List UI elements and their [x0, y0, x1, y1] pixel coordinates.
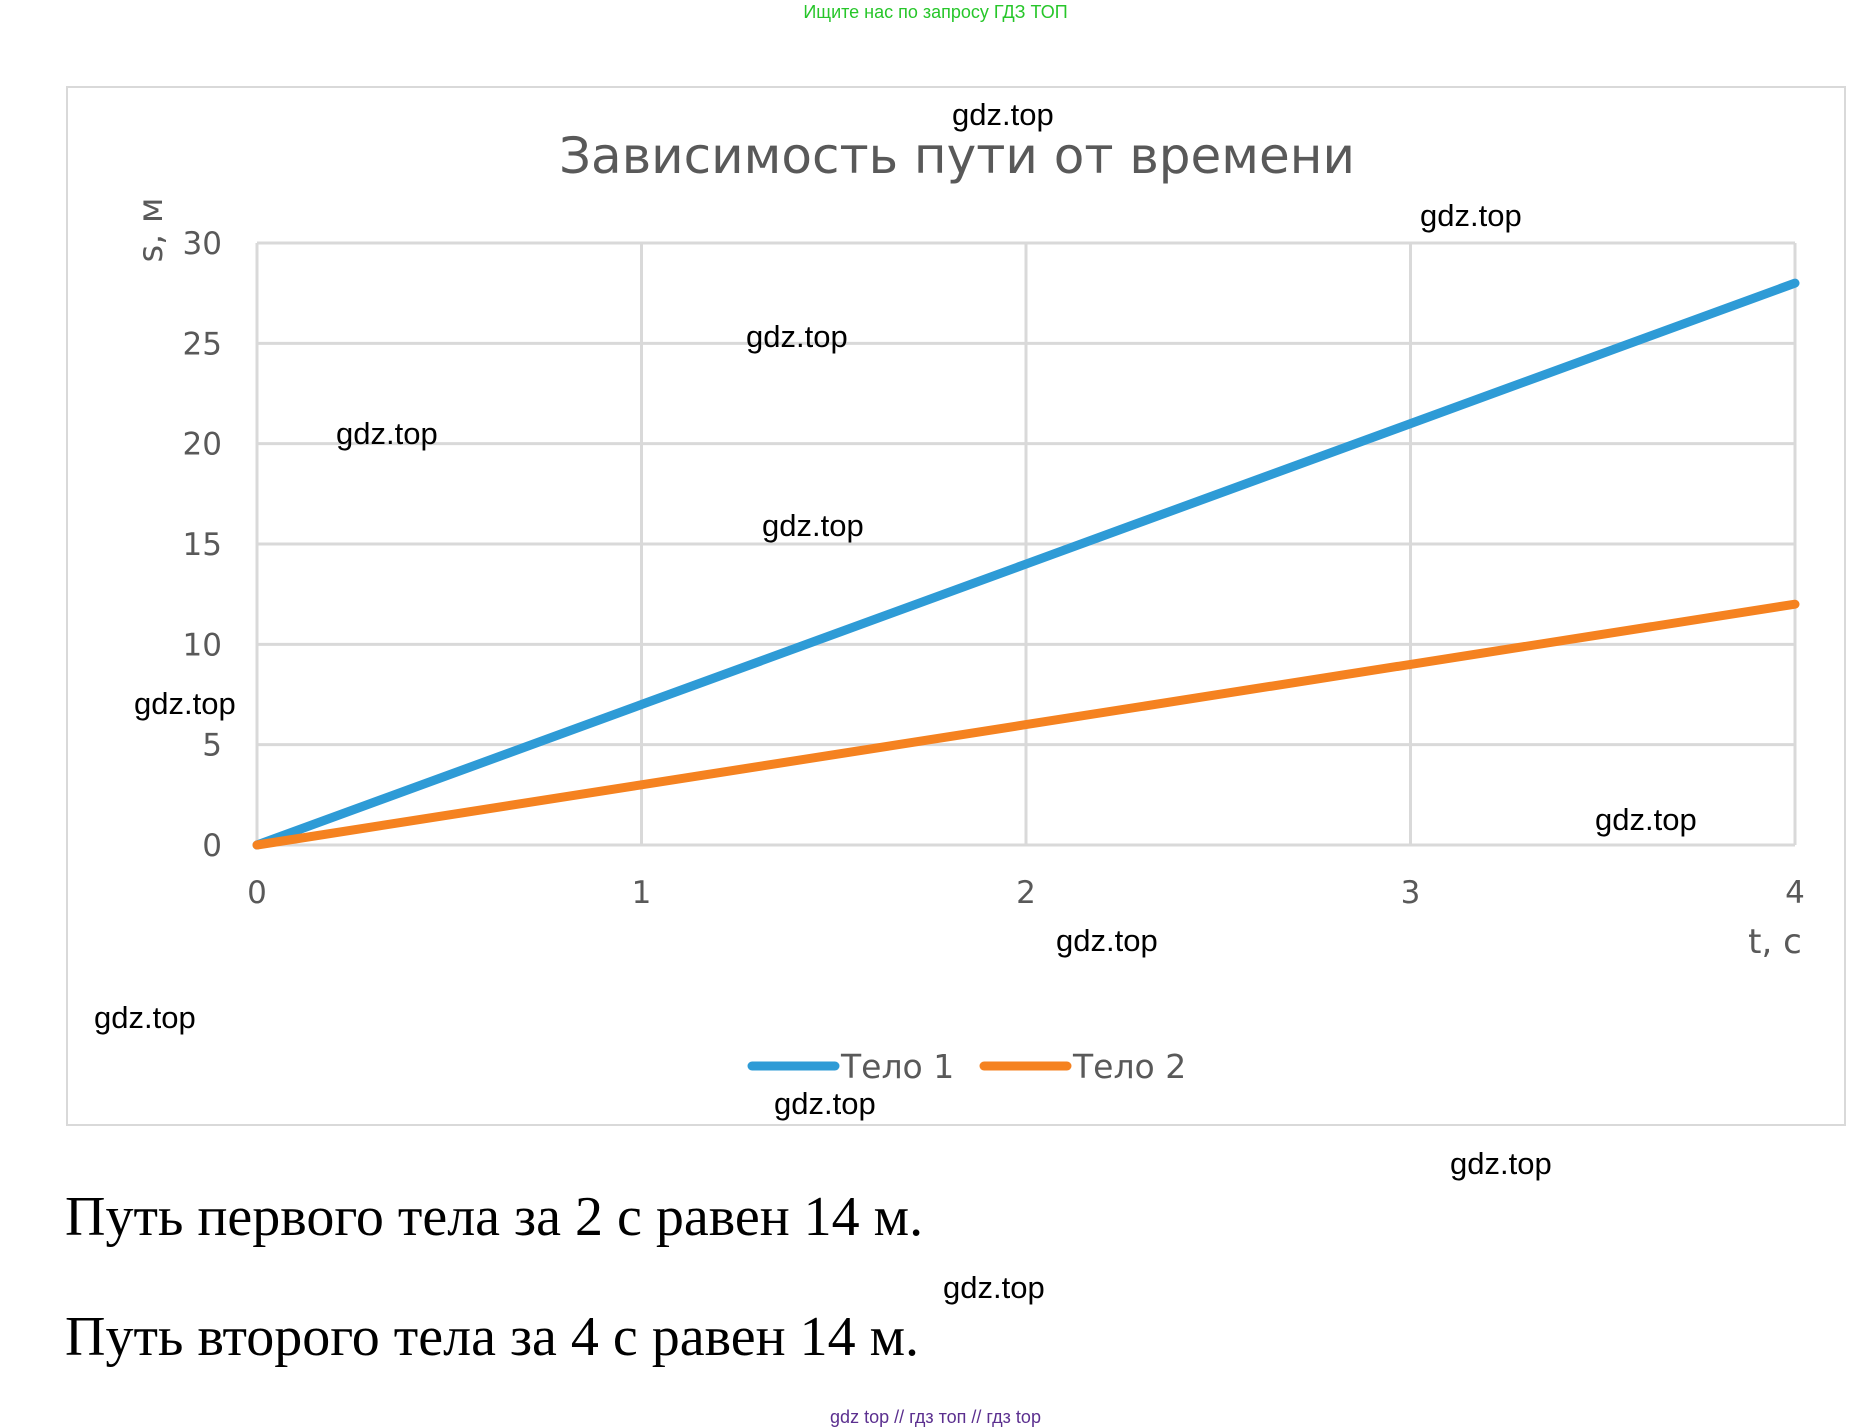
legend-label-1: Тело 1	[840, 1047, 954, 1086]
y-tick-label: 5	[202, 728, 222, 764]
watermark-text: gdz.top	[1595, 802, 1697, 837]
top-search-note: Ищите нас по запросу ГДЗ ТОП	[803, 2, 1068, 22]
watermark-text: gdz.top	[1420, 198, 1522, 233]
y-tick-label: 0	[202, 828, 222, 864]
watermark-text: gdz.top	[762, 508, 864, 543]
watermark-text: gdz.top	[1450, 1146, 1552, 1181]
x-tick-label: 4	[1785, 875, 1805, 911]
watermark-text: gdz.top	[746, 319, 848, 354]
chart-legend: Тело 1 Тело 2	[747, 1047, 1186, 1086]
y-tick-label: 10	[183, 627, 222, 663]
watermark-text: gdz.top	[1056, 923, 1158, 958]
footer-note: gdz top // гдз топ // гдз top	[830, 1407, 1041, 1427]
chart-title: Зависимость пути от времени	[559, 127, 1355, 185]
y-tick-label: 30	[183, 226, 222, 262]
x-tick-label: 3	[1401, 875, 1421, 911]
watermark-text: gdz.top	[94, 1000, 196, 1035]
y-tick-label: 20	[183, 427, 222, 463]
series-line-1	[252, 278, 1800, 850]
chart-frame	[66, 86, 1846, 1126]
x-tick-label: 1	[632, 875, 652, 911]
watermark-text: gdz.top	[336, 416, 438, 451]
chart-series	[252, 278, 1800, 850]
x-tick-label: 2	[1016, 875, 1036, 911]
x-tick-label: 0	[247, 875, 267, 911]
watermark-text: gdz.top	[134, 686, 236, 721]
statement-first-body: Путь первого тела за 2 с равен 14 м.	[65, 1186, 924, 1248]
y-tick-label: 15	[183, 527, 222, 563]
chart-grid	[255, 241, 1797, 847]
y-tick-label: 25	[183, 326, 222, 362]
chart-watermarks: gdz.top gdz.top gdz.top gdz.top gdz.top gdz.t…	[94, 97, 1697, 1121]
statement-second-body: Путь второго тела за 4 с равен 14 м.	[65, 1306, 919, 1368]
watermark-text: gdz.top	[943, 1270, 1045, 1305]
legend-label-2: Тело 2	[1072, 1047, 1186, 1086]
series-line-2	[252, 599, 1800, 850]
chart-tick-labels: 0 5 10 15 20 25 30 0 1 2 3 4	[183, 226, 1805, 911]
y-axis-label: s, м	[131, 198, 171, 263]
watermark-text: gdz.top	[952, 97, 1054, 132]
x-axis-label: t, c	[1748, 922, 1802, 962]
watermark-text: gdz.top	[774, 1086, 876, 1121]
